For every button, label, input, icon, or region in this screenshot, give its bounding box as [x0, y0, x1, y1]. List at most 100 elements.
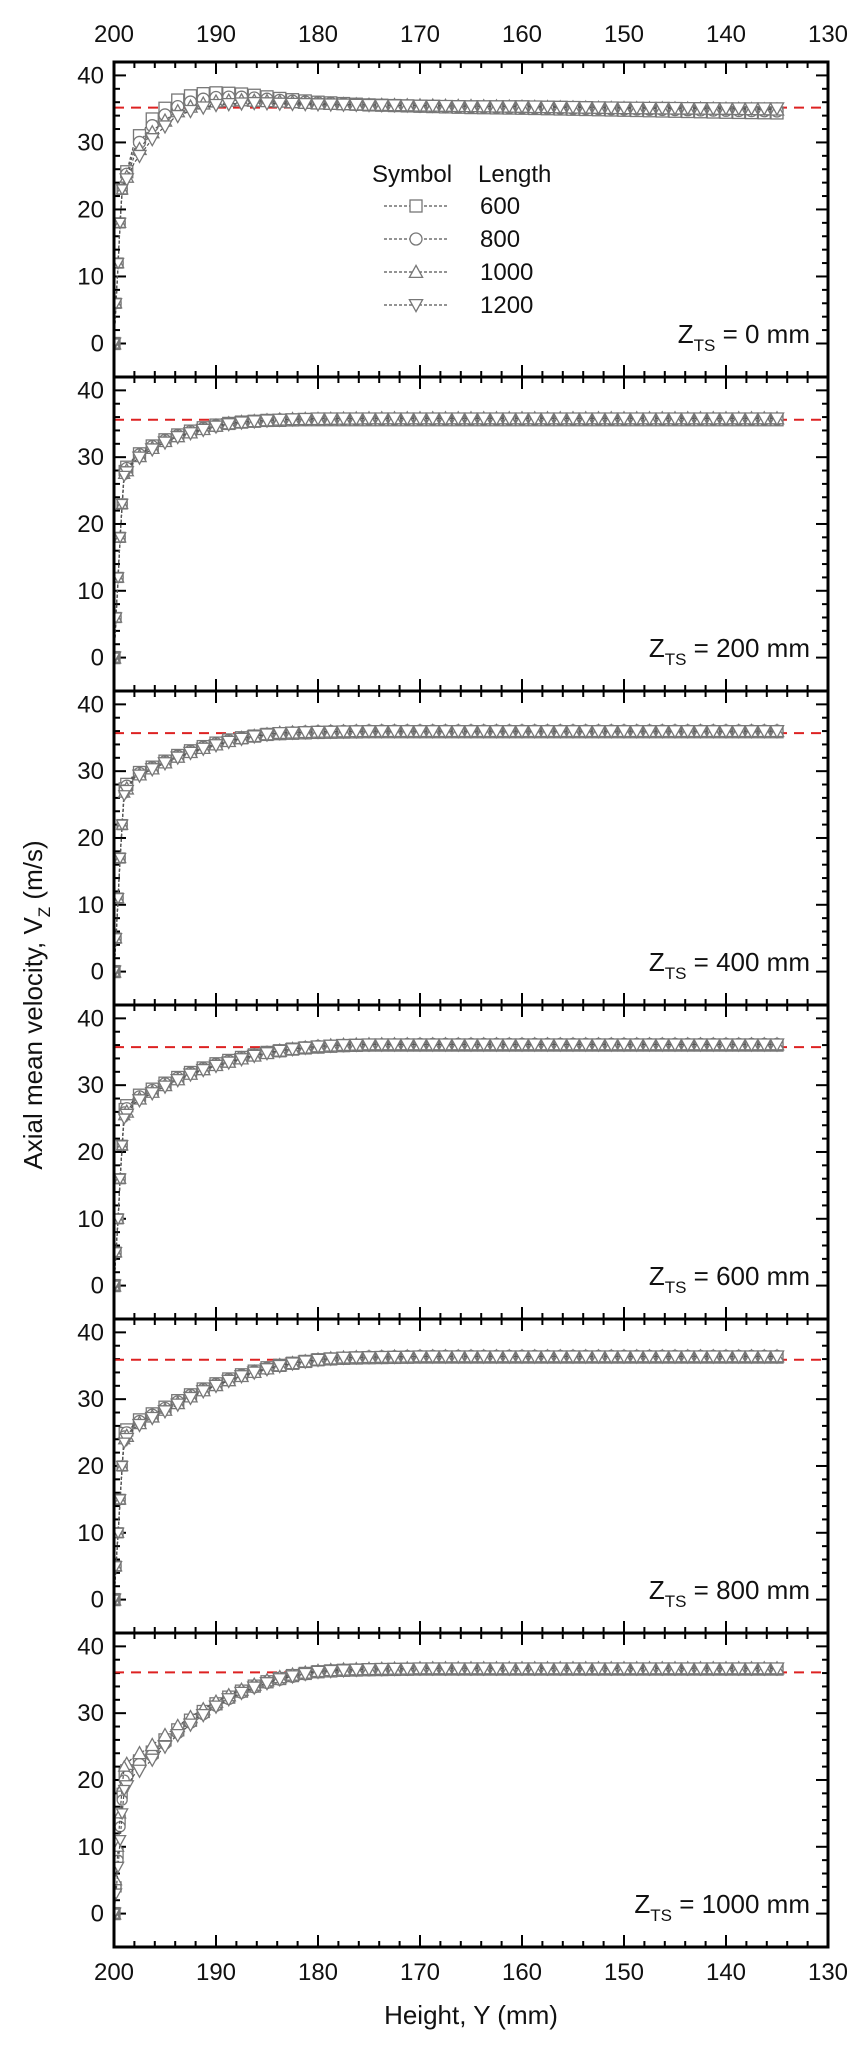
data-point-1200: [399, 412, 415, 427]
data-point-1200: [323, 725, 339, 740]
data-point-1200: [170, 1073, 186, 1088]
data-point-1200: [463, 725, 479, 740]
data-point-1200: [450, 1662, 466, 1677]
series-line-1200: [114, 417, 777, 658]
z-annotation-sub: TS: [694, 336, 716, 355]
data-point-1200: [115, 1808, 129, 1821]
data-point-1200: [157, 1405, 173, 1420]
data-point-1200: [323, 98, 339, 113]
data-point-1200: [284, 726, 301, 741]
y-tick-label: 40: [77, 1633, 104, 1660]
series-line-600: [114, 1356, 777, 1600]
data-point-1200: [667, 1038, 683, 1053]
data-point-1200: [117, 1784, 131, 1797]
data-point-1200: [246, 1049, 262, 1064]
data-point-1200: [565, 100, 581, 115]
data-point-1200: [348, 1038, 364, 1053]
data-point-1200: [731, 1662, 747, 1677]
series-line-800: [114, 730, 777, 972]
data-point-1200: [641, 1038, 658, 1053]
data-point-1200: [654, 101, 670, 116]
data-point-1200: [654, 1662, 670, 1677]
legend-marker-800: [409, 232, 423, 246]
data-point-1200: [310, 412, 326, 427]
data-point-1200: [629, 1350, 645, 1365]
data-point-1200: [310, 1040, 326, 1055]
data-point-1200: [297, 726, 313, 741]
data-point-1200: [603, 101, 619, 116]
data-point-1200: [667, 725, 683, 740]
data-point-1200: [756, 1662, 772, 1677]
data-point-1200: [450, 725, 466, 740]
data-point-1200: [208, 1059, 224, 1074]
x-tick-label-bottom: 180: [298, 1959, 338, 1986]
data-point-1200: [756, 1038, 772, 1053]
data-point-1200: [412, 1038, 428, 1053]
data-point-1200: [654, 412, 670, 427]
data-point-1200: [641, 1350, 658, 1365]
panel-1: 0 10 20 30 40 ZTS = 200 mm: [77, 375, 830, 693]
data-point-1200: [208, 1700, 224, 1715]
data-point-1200: [539, 1350, 556, 1365]
z-annotation-sub: TS: [665, 1592, 687, 1611]
x-tick-label-top: 170: [400, 21, 440, 48]
data-point-1200: [114, 933, 123, 946]
data-point-1200: [769, 1350, 785, 1365]
z-annotation: ZTS = 800 mm: [649, 1575, 810, 1611]
legend-label-1000: 1000: [480, 259, 533, 286]
data-point-1200: [114, 298, 123, 311]
x-tick-label-top: 130: [808, 21, 848, 48]
y-tick-label: 10: [77, 892, 104, 919]
data-point-1200: [182, 1391, 199, 1406]
data-point-1200: [272, 97, 288, 112]
data-point-1200: [463, 100, 479, 115]
data-point-1200: [182, 746, 199, 761]
series-line-1000: [114, 1043, 777, 1286]
data-point-1200: [680, 412, 696, 427]
y-tick-label: 10: [77, 1520, 104, 1547]
data-point-1200: [259, 728, 275, 743]
x-tick-label-bottom: 170: [400, 1959, 440, 1986]
y-tick-label: 0: [91, 1901, 104, 1928]
data-point-1200: [131, 451, 148, 466]
data-point-1200: [157, 1080, 173, 1095]
data-point-1200: [115, 1460, 129, 1473]
data-point-1200: [514, 1350, 530, 1365]
z-annotation-prefix: Z: [634, 1889, 650, 1919]
data-point-1200: [743, 102, 760, 117]
data-point-1200: [114, 1494, 127, 1507]
data-point-1200: [335, 1038, 352, 1053]
data-point-1200: [157, 757, 173, 772]
data-point-1200: [221, 1374, 237, 1389]
data-point-1200: [692, 1038, 709, 1053]
data-point-1200: [463, 1662, 479, 1677]
data-point-1200: [590, 101, 607, 116]
data-point-1200: [117, 1437, 131, 1450]
data-point-1200: [756, 102, 772, 117]
data-point-1200: [284, 97, 301, 112]
data-point-1000: [114, 1873, 123, 1886]
data-point-1200: [272, 726, 288, 741]
data-point-1200: [157, 436, 173, 451]
data-point-1200: [527, 412, 543, 427]
data-point-1200: [310, 1665, 326, 1680]
data-point-1200: [641, 1662, 658, 1677]
z-annotation: ZTS = 600 mm: [649, 1261, 810, 1297]
z-annotation-prefix: Z: [678, 319, 694, 349]
data-point-1200: [131, 1418, 148, 1433]
data-point-1200: [667, 1350, 683, 1365]
data-point-1200: [221, 1056, 237, 1071]
data-point-1200: [399, 1350, 415, 1365]
data-point-1200: [399, 725, 415, 740]
data-point-1200: [578, 1350, 594, 1365]
data-point-1200: [374, 725, 390, 740]
data-point-1200: [527, 1350, 543, 1365]
data-point-1200: [450, 1350, 466, 1365]
data-point-1200: [361, 725, 377, 740]
data-point-1200: [114, 532, 127, 545]
data-point-1200: [386, 99, 403, 114]
data-point-1200: [565, 725, 581, 740]
legend-marker-600: [409, 199, 423, 213]
data-point-1200: [616, 1350, 632, 1365]
data-point-1200: [182, 104, 199, 119]
